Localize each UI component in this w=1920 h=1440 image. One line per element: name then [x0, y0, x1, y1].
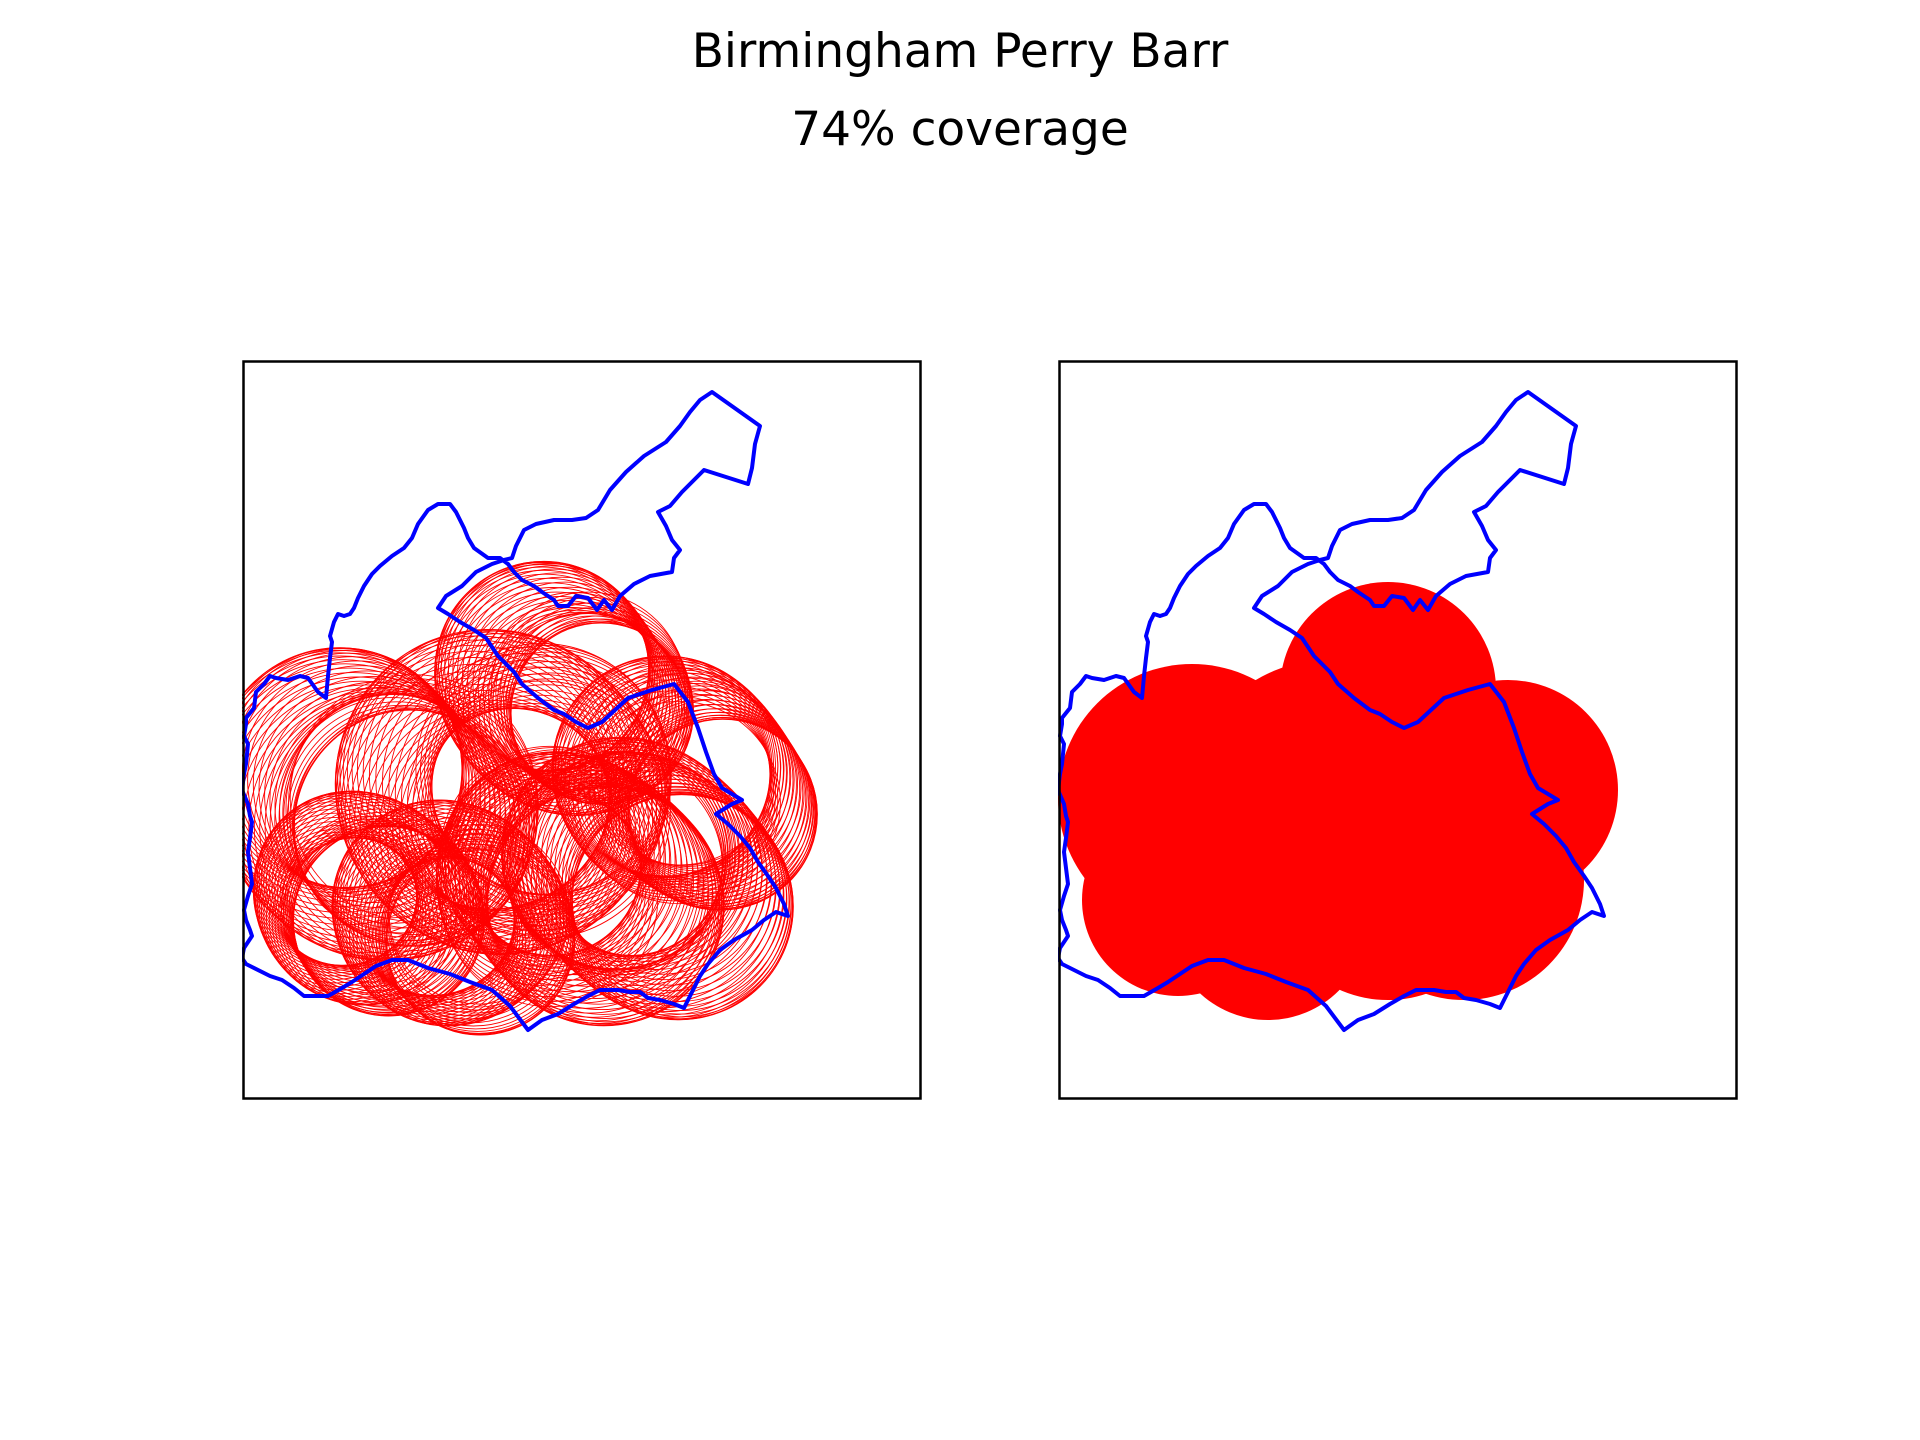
constituency-boundary	[242, 390, 790, 1032]
coverage-circle	[254, 816, 418, 980]
axes-frame	[242, 360, 922, 1100]
coverage-circle	[386, 838, 561, 1014]
coverage-circle	[571, 788, 785, 1003]
coverage-circle	[486, 782, 720, 1015]
coverage-circle	[279, 697, 506, 924]
coverage-circle	[277, 798, 465, 987]
axes-frame	[1058, 360, 1738, 1100]
coverage-circle	[352, 853, 524, 1025]
coverage-disc	[1188, 660, 1468, 940]
coverage-circle-outlines	[242, 560, 818, 1036]
coverage-circle	[377, 833, 574, 1030]
coverage-circle	[482, 773, 709, 999]
coverage-circle	[436, 781, 647, 992]
coverage-circle	[247, 665, 477, 895]
coverage-circle	[410, 702, 649, 942]
coverage-circle	[506, 759, 723, 976]
coverage-circle	[282, 831, 457, 1005]
coverage-subtitle: 74% coverage	[791, 102, 1129, 157]
coverage-circle	[392, 708, 636, 952]
figure-title: Birmingham Perry Barr	[691, 24, 1229, 79]
coverage-circle	[378, 850, 550, 1022]
coverage-area-filled	[1058, 582, 1618, 1020]
coverage-circle	[415, 699, 654, 937]
coverage-circle	[342, 629, 624, 911]
coverage-circle	[600, 680, 792, 872]
coverage-circle	[341, 670, 610, 940]
panel-merged-coverage	[1058, 360, 1738, 1100]
coverage-circle	[384, 843, 558, 1017]
coverage-circle	[469, 774, 710, 1014]
coverage-circle	[398, 707, 641, 950]
coverage-circle	[573, 667, 791, 885]
coverage-circle	[618, 699, 805, 886]
coverage-circle	[381, 847, 554, 1020]
map-circle-outlines	[242, 360, 922, 1100]
coverage-circle	[424, 689, 661, 926]
panel-circle-outlines	[242, 360, 922, 1100]
coverage-circle	[339, 838, 516, 1015]
coverage-circle	[412, 680, 671, 940]
coverage-circle	[441, 790, 659, 1008]
coverage-circle	[473, 777, 714, 1018]
coverage-circle	[427, 651, 672, 896]
coverage-circle	[436, 778, 644, 986]
coverage-circle	[292, 705, 535, 947]
coverage-circle	[255, 820, 418, 984]
coverage-circle	[368, 857, 538, 1027]
coverage-circle	[346, 629, 628, 910]
coverage-circle	[404, 705, 645, 946]
coverage-circle	[242, 667, 481, 932]
coverage-circle	[474, 762, 693, 981]
coverage-circle	[420, 694, 658, 932]
coverage-circle	[354, 689, 615, 951]
coverage-circle	[382, 840, 576, 1034]
coverage-circle	[394, 659, 663, 927]
coverage-circle	[415, 643, 668, 896]
map-merged-coverage	[1058, 360, 1738, 1100]
coverage-circle	[344, 677, 611, 944]
coverage-circle	[388, 653, 659, 923]
coverage-circle	[420, 645, 670, 895]
constituency-boundary	[1058, 390, 1606, 1032]
